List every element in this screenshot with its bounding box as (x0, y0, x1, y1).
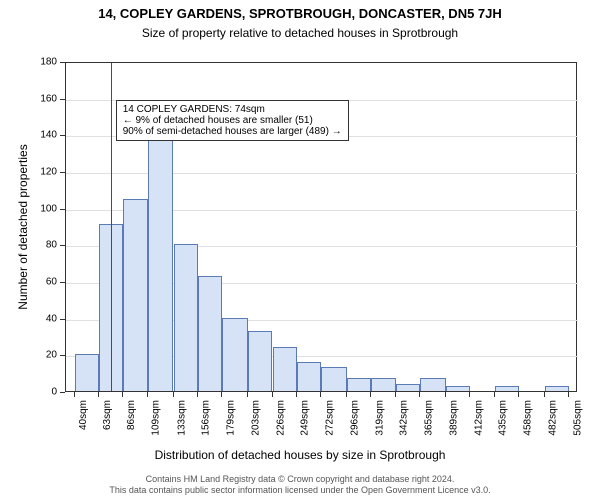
x-tick-label: 296sqm (350, 400, 361, 436)
y-tick-label: 140 (27, 130, 57, 141)
x-tick-label: 435sqm (498, 400, 509, 436)
x-tick (296, 392, 297, 397)
x-tick (494, 392, 495, 397)
chart-container: 14, COPLEY GARDENS, SPROTBROUGH, DONCAST… (0, 0, 600, 500)
annotation-line-0: 14 COPLEY GARDENS: 74sqm (123, 104, 342, 115)
x-tick-label: 458sqm (522, 400, 533, 436)
x-tick (74, 392, 75, 397)
x-tick-label: 249sqm (300, 400, 311, 436)
y-gridline (66, 173, 578, 174)
x-tick-label: 412sqm (474, 400, 485, 436)
histogram-bar (222, 318, 248, 391)
x-tick (98, 392, 99, 397)
histogram-bar (297, 362, 321, 391)
x-tick-label: 133sqm (177, 400, 188, 436)
copyright-line-1: Contains HM Land Registry data © Crown c… (146, 474, 455, 484)
histogram-bar (148, 140, 174, 391)
x-tick (568, 392, 569, 397)
y-tick-label: 0 (27, 387, 57, 398)
x-tick-label: 109sqm (151, 400, 162, 436)
x-tick-label: 203sqm (251, 400, 262, 436)
copyright-text: Contains HM Land Registry data © Crown c… (0, 474, 600, 497)
x-axis-label: Distribution of detached houses by size … (0, 448, 600, 462)
histogram-bar (321, 367, 347, 391)
x-tick-label: 40sqm (78, 400, 89, 430)
x-tick-label: 505sqm (573, 400, 584, 436)
x-tick (221, 392, 222, 397)
y-tick-label: 40 (27, 313, 57, 324)
y-tick-label: 120 (27, 167, 57, 178)
y-tick (60, 392, 65, 393)
x-tick-label: 365sqm (423, 400, 434, 436)
x-tick (419, 392, 420, 397)
x-tick-label: 179sqm (225, 400, 236, 436)
histogram-bar (446, 386, 470, 392)
x-tick-label: 319sqm (375, 400, 386, 436)
y-tick (60, 135, 65, 136)
x-tick-label: 226sqm (276, 400, 287, 436)
x-tick (346, 392, 347, 397)
histogram-bar (371, 378, 395, 391)
histogram-bar (273, 347, 297, 391)
marker-line (111, 63, 113, 391)
y-tick (60, 99, 65, 100)
y-tick (60, 319, 65, 320)
x-tick (370, 392, 371, 397)
y-tick (60, 209, 65, 210)
histogram-bar (123, 199, 147, 392)
histogram-bar (75, 354, 99, 391)
copyright-line-2: This data contains public sector informa… (109, 485, 490, 495)
x-tick-label: 63sqm (102, 400, 113, 430)
y-tick (60, 172, 65, 173)
x-tick-label: 482sqm (548, 400, 559, 436)
x-tick-label: 272sqm (324, 400, 335, 436)
chart-title: 14, COPLEY GARDENS, SPROTBROUGH, DONCAST… (0, 6, 600, 21)
y-tick (60, 245, 65, 246)
x-tick (247, 392, 248, 397)
histogram-bar (248, 331, 272, 392)
histogram-bar (396, 384, 420, 391)
x-tick-label: 389sqm (449, 400, 460, 436)
x-tick (320, 392, 321, 397)
chart-subtitle: Size of property relative to detached ho… (0, 26, 600, 40)
histogram-bar (545, 386, 569, 392)
histogram-bar (420, 378, 446, 391)
x-tick (272, 392, 273, 397)
y-tick-label: 100 (27, 203, 57, 214)
x-tick-label: 156sqm (201, 400, 212, 436)
x-tick (173, 392, 174, 397)
y-tick-label: 80 (27, 240, 57, 251)
histogram-bar (174, 244, 198, 391)
annotation-box: 14 COPLEY GARDENS: 74sqm← 9% of detached… (116, 100, 349, 141)
histogram-bar (347, 378, 371, 391)
x-tick (469, 392, 470, 397)
y-tick (60, 355, 65, 356)
y-tick-label: 160 (27, 93, 57, 104)
x-tick (147, 392, 148, 397)
annotation-line-2: 90% of semi-detached houses are larger (… (123, 126, 342, 137)
y-tick-label: 60 (27, 277, 57, 288)
y-tick-label: 180 (27, 57, 57, 68)
y-axis-label: Number of detached properties (16, 127, 30, 327)
x-tick (395, 392, 396, 397)
annotation-line-1: ← 9% of detached houses are smaller (51) (123, 115, 342, 126)
x-tick (122, 392, 123, 397)
histogram-bar (495, 386, 519, 392)
x-tick-label: 342sqm (399, 400, 410, 436)
x-tick (445, 392, 446, 397)
y-tick (60, 62, 65, 63)
x-tick (544, 392, 545, 397)
plot-area: 14 COPLEY GARDENS: 74sqm← 9% of detached… (65, 62, 577, 392)
y-tick-label: 20 (27, 350, 57, 361)
y-tick (60, 282, 65, 283)
x-tick (518, 392, 519, 397)
histogram-bar (198, 276, 222, 392)
x-tick-label: 86sqm (126, 400, 137, 430)
x-tick (197, 392, 198, 397)
